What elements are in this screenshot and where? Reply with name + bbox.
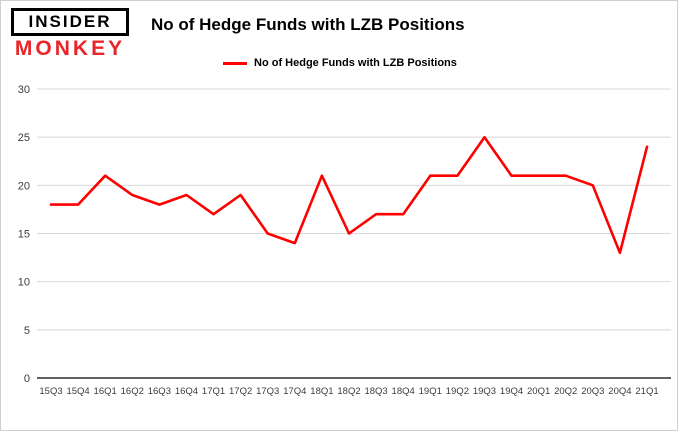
logo-text-insider: INSIDER	[11, 8, 129, 36]
insider-monkey-logo: INSIDER MONKEY	[11, 8, 129, 59]
x-tick-label: 19Q1	[419, 386, 442, 397]
y-tick-label: 0	[24, 373, 30, 385]
chart-title: No of Hedge Funds with LZB Positions	[151, 15, 465, 34]
x-tick-label: 19Q4	[500, 386, 523, 397]
x-tick-label: 17Q2	[229, 386, 252, 397]
x-tick-label: 17Q4	[283, 386, 306, 397]
y-tick-label: 5	[24, 325, 30, 337]
x-tick-label: 18Q2	[337, 386, 360, 397]
legend: No of Hedge Funds with LZB Positions	[223, 57, 457, 69]
legend-label: No of Hedge Funds with LZB Positions	[254, 57, 457, 69]
y-tick-label: 15	[18, 229, 30, 241]
x-tick-label: 20Q3	[581, 386, 604, 397]
x-tick-label: 17Q1	[202, 386, 225, 397]
x-tick-label: 20Q2	[554, 386, 577, 397]
x-tick-label: 21Q1	[635, 386, 658, 397]
x-tick-label: 19Q2	[446, 386, 469, 397]
legend-line-swatch	[223, 61, 247, 65]
x-tick-label: 16Q4	[175, 386, 198, 397]
x-tick-label: 19Q3	[473, 386, 496, 397]
x-tick-label: 15Q3	[39, 386, 62, 397]
data-series-line	[49, 135, 649, 255]
x-tick-label: 18Q4	[392, 386, 415, 397]
x-tick-label: 18Q3	[364, 386, 387, 397]
x-tick-label: 17Q3	[256, 386, 279, 397]
x-tick-label: 16Q2	[121, 386, 144, 397]
x-tick-label: 20Q4	[608, 386, 631, 397]
x-tick-label: 20Q1	[527, 386, 550, 397]
y-tick-label: 25	[18, 132, 30, 144]
x-tick-label: 16Q1	[94, 386, 117, 397]
y-tick-label: 10	[18, 277, 30, 289]
y-tick-label: 30	[18, 84, 30, 96]
y-tick-label: 20	[18, 180, 30, 192]
x-tick-label: 18Q1	[310, 386, 333, 397]
x-tick-label: 15Q4	[66, 386, 89, 397]
logo-text-monkey: MONKEY	[14, 37, 126, 60]
x-tick-label: 16Q3	[148, 386, 171, 397]
